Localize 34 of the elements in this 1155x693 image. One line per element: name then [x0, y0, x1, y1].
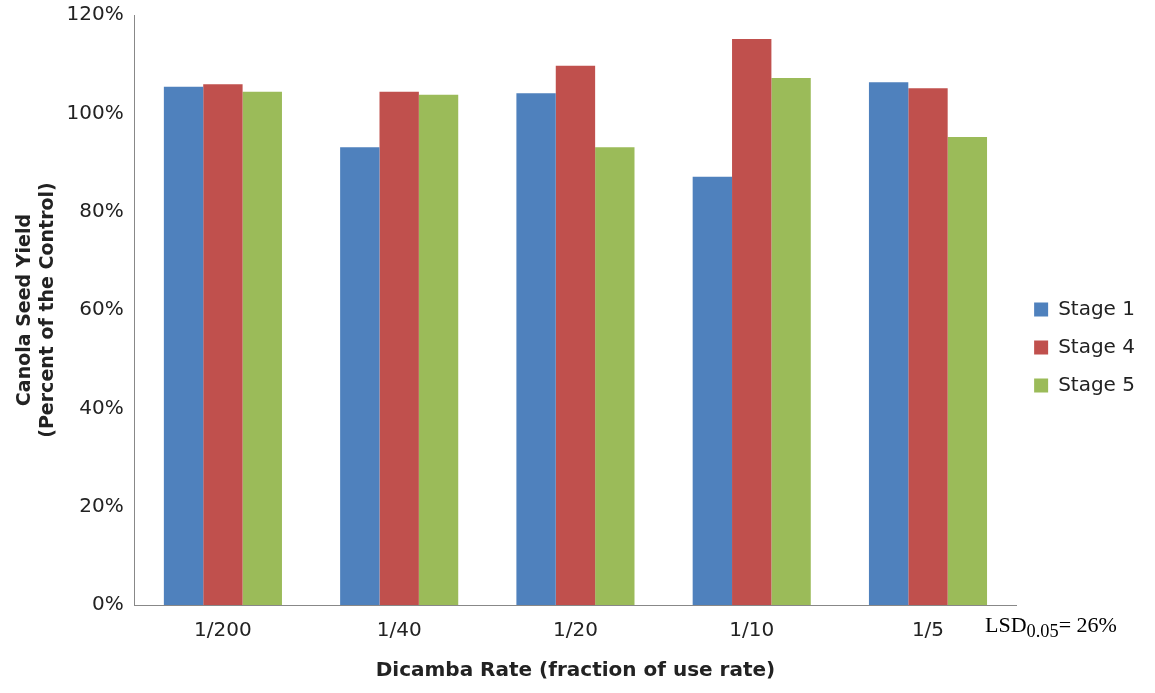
bar: [203, 84, 243, 605]
legend-label: Stage 5: [1058, 371, 1135, 396]
bar: [516, 93, 556, 605]
y-tick-label: 0%: [92, 591, 124, 616]
x-axis-title: Dicamba Rate (fraction of use rate): [375, 657, 776, 682]
bar: [242, 91, 282, 605]
bar: [340, 147, 380, 605]
bar: [379, 91, 419, 605]
text: Canola Seed Yield: [12, 213, 35, 407]
bar: [595, 147, 635, 605]
bar: [418, 94, 459, 605]
bar: [908, 88, 948, 605]
x-tick-label: 1/200: [194, 617, 252, 642]
y-tick-label: 20%: [79, 492, 124, 517]
y-tick-label: 40%: [79, 394, 124, 419]
text: LSD$_{0.05}$= 26%: [985, 612, 1117, 643]
y-tick-label: 60%: [79, 296, 124, 321]
bar: [771, 77, 811, 605]
bar: [692, 176, 733, 605]
bar: [947, 136, 988, 605]
text: (Percent of the Control): [35, 182, 58, 438]
x-tick-label: 1/5: [911, 617, 945, 642]
y-tick-label: 120%: [66, 1, 124, 26]
bar: [555, 65, 596, 605]
bar: [163, 86, 204, 605]
legend-label: Stage 4: [1058, 333, 1135, 358]
legend-label: Stage 1: [1058, 295, 1135, 320]
x-tick-label: 1/20: [552, 617, 598, 642]
bar: [868, 82, 909, 605]
y-tick-label: 100%: [66, 99, 124, 124]
x-tick-label: 1/10: [729, 617, 775, 642]
y-tick-label: 80%: [79, 197, 124, 222]
x-tick-label: 1/40: [376, 617, 422, 642]
bar: [732, 39, 772, 605]
